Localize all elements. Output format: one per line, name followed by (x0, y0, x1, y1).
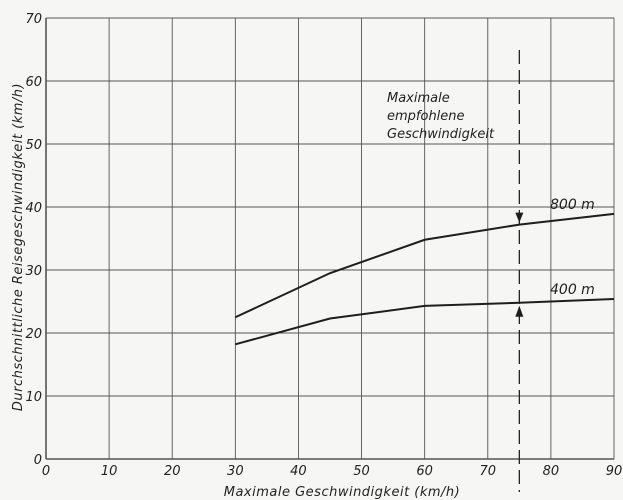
x-tick-label: 50 (353, 464, 370, 479)
x-tick-label: 80 (543, 464, 560, 479)
y-axis-title: Durchschnittliche Reisegeschwindigkeit (… (11, 83, 26, 411)
y-tick-label: 20 (25, 327, 42, 342)
series-lines: 800 m 400 m (234, 197, 615, 346)
x-tick-label: 70 (480, 464, 497, 479)
annotation-text: empfohlene (387, 109, 465, 124)
x-tick-label: 40 (290, 464, 307, 479)
y-tick-label: 70 (25, 12, 42, 27)
annotation-text: Geschwindigkeit (387, 127, 495, 142)
x-tick-label: 60 (416, 464, 433, 479)
series-line (235, 297, 615, 346)
y-tick-label: 60 (25, 75, 42, 90)
y-tick-label: 0 (34, 453, 42, 468)
annotation: Maximale empfohlene Geschwindigkeit (387, 50, 524, 492)
y-tick-label: 10 (25, 390, 42, 405)
grid (45, 17, 615, 460)
x-axis-title: Maximale Geschwindigkeit (km/h) (224, 485, 461, 500)
x-tick-label: 10 (101, 464, 118, 479)
x-tick-label: 30 (227, 464, 244, 479)
series-label: 800 m (550, 197, 595, 213)
tick-labels: 0 10 20 30 40 50 60 70 80 90 0 10 20 30 40 50 60 70 (25, 12, 622, 479)
x-tick-label: 0 (42, 464, 50, 479)
down-arrow-icon (515, 212, 524, 223)
y-tick-label: 40 (25, 201, 42, 216)
y-tick-label: 30 (25, 264, 42, 279)
series-line (234, 212, 615, 319)
up-arrow-icon (515, 305, 524, 317)
y-tick-label: 50 (25, 138, 42, 153)
annotation-text: Maximale (387, 91, 450, 106)
x-tick-label: 90 (606, 464, 623, 479)
series-label: 400 m (550, 282, 595, 298)
x-tick-label: 20 (164, 464, 181, 479)
